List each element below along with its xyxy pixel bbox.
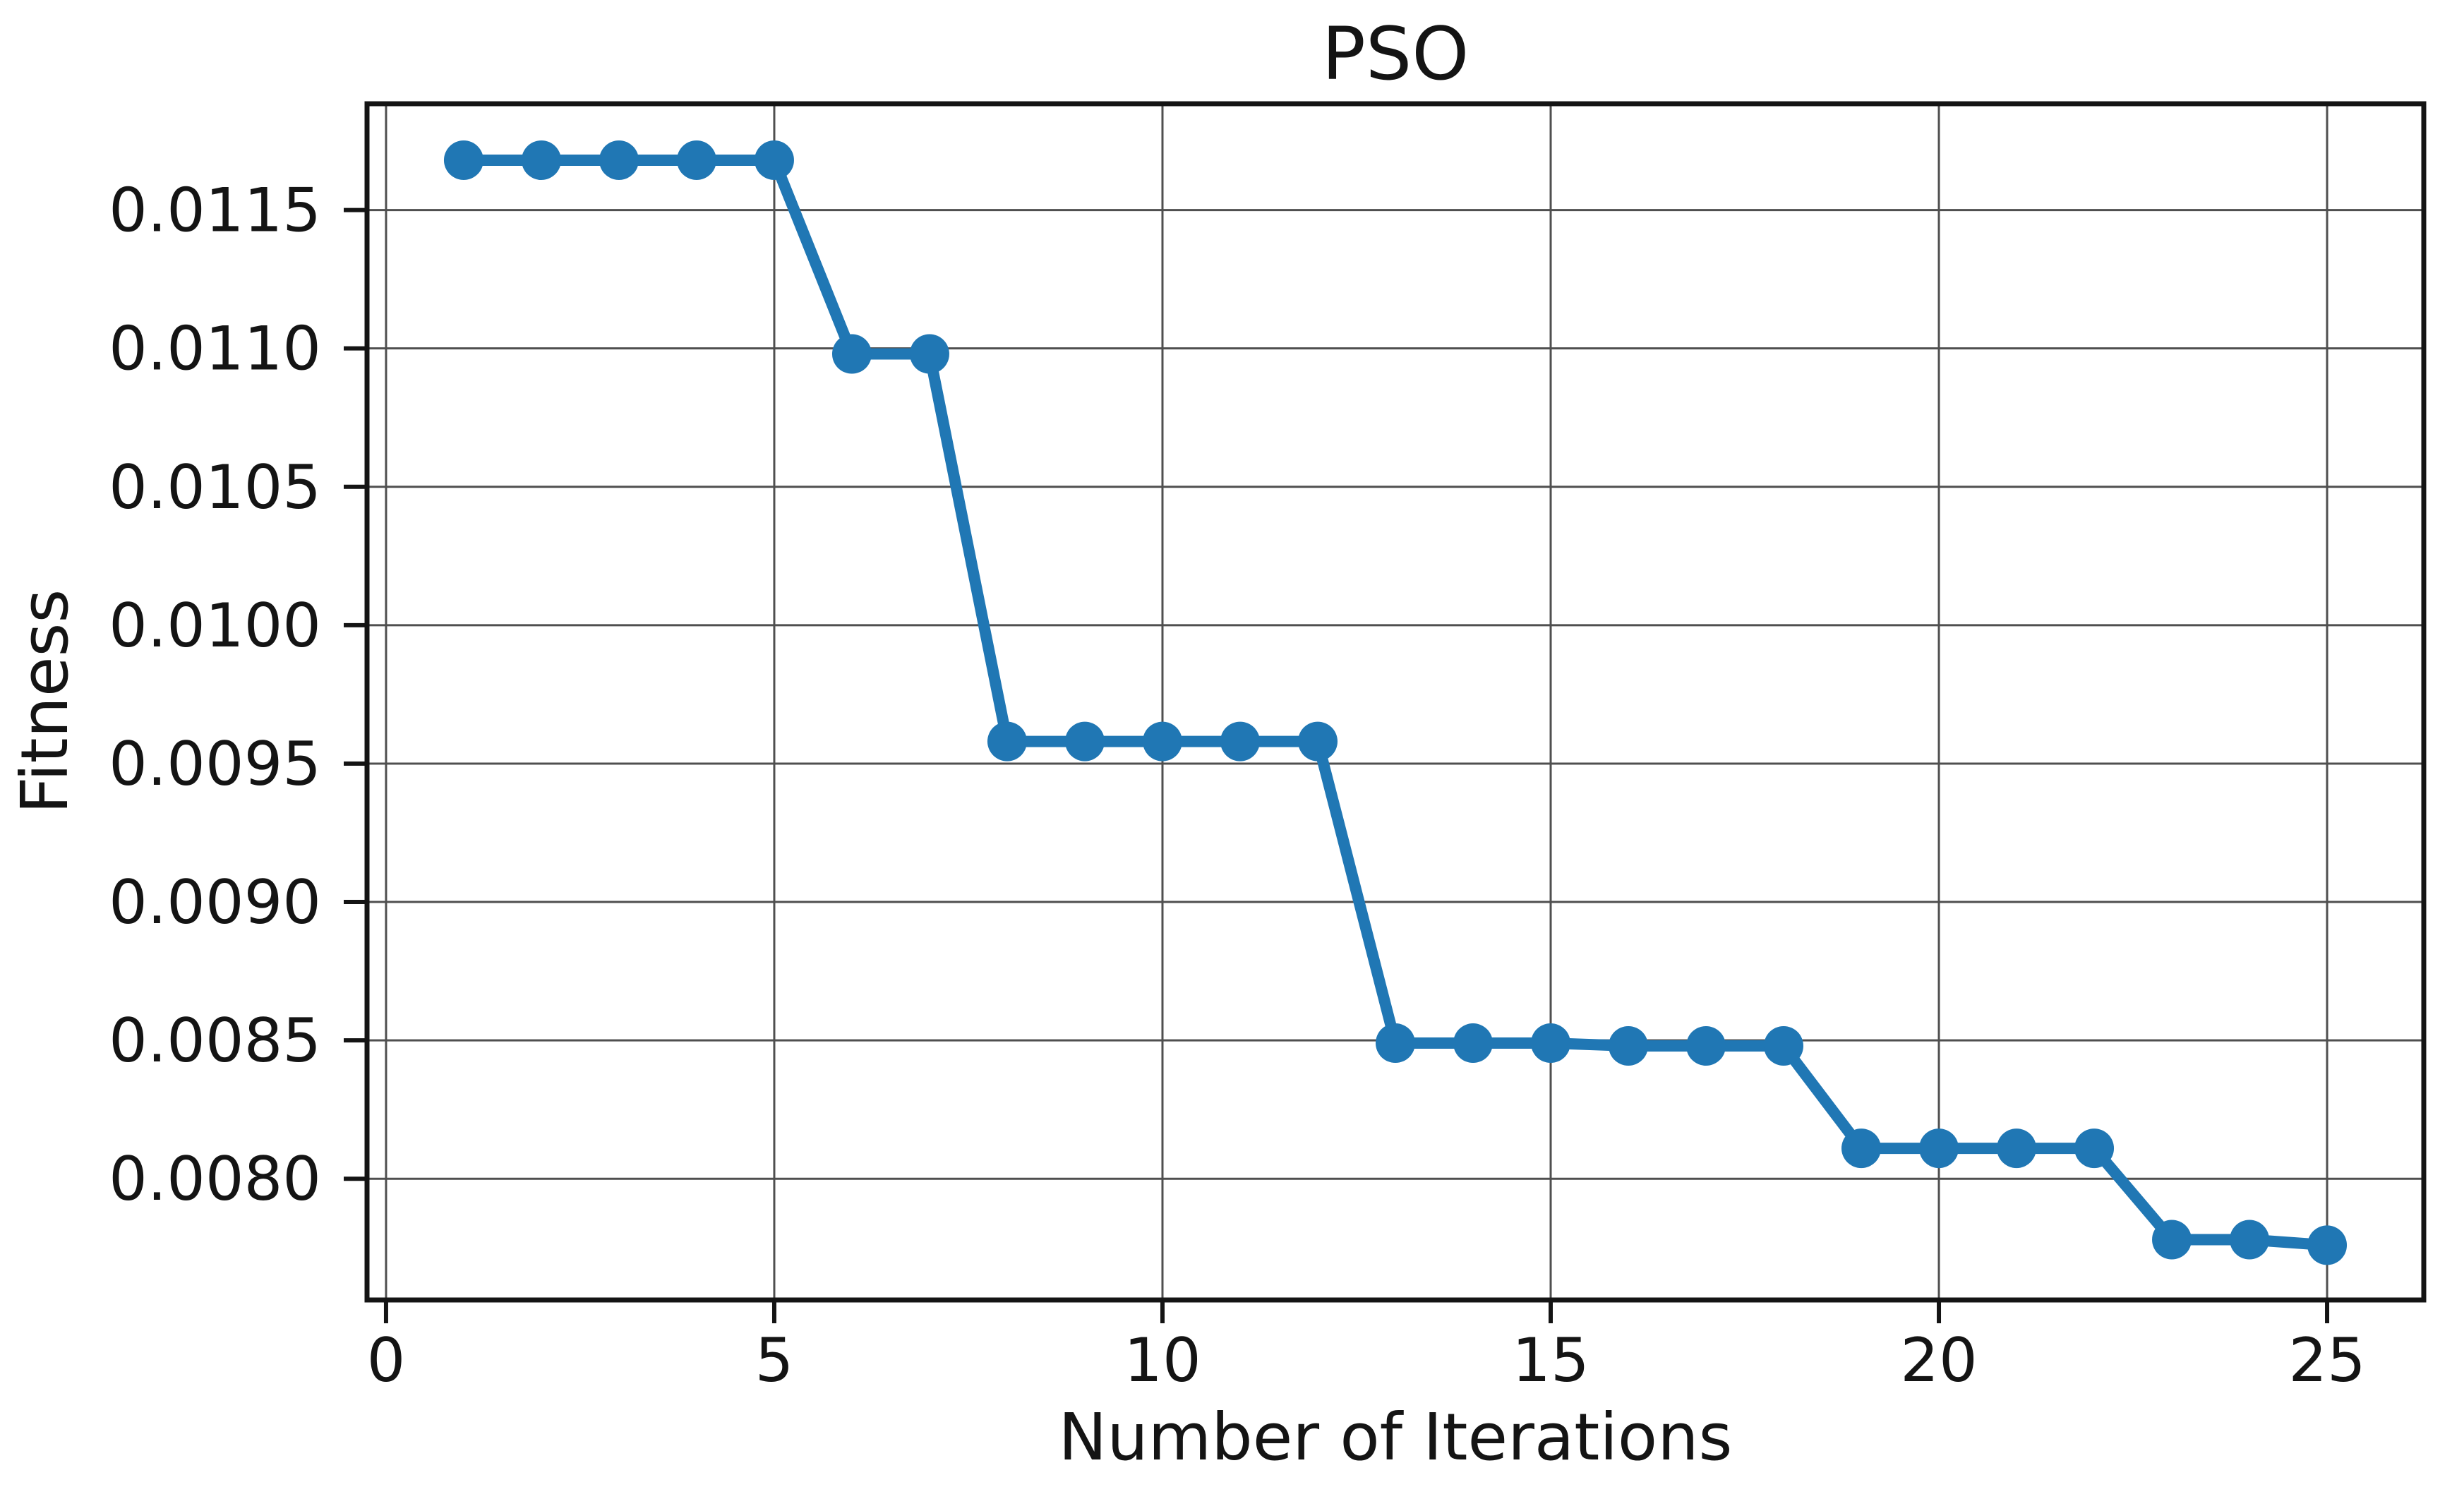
- data-point-marker: [1376, 1023, 1415, 1064]
- data-point-marker: [521, 140, 561, 181]
- plot-background: [367, 104, 2424, 1300]
- x-tick-label: 25: [2288, 1325, 2365, 1396]
- y-tick-label: 0.0085: [109, 1006, 321, 1076]
- y-axis-label: Fitness: [7, 589, 83, 814]
- chart-title: PSO: [1322, 12, 1470, 97]
- y-tick-label: 0.0080: [109, 1144, 321, 1215]
- axes-spines: [364, 101, 2427, 1303]
- x-tick-label: 5: [755, 1325, 794, 1396]
- y-tick-label: 0.0090: [109, 867, 321, 938]
- data-point-marker: [909, 334, 949, 374]
- data-point-marker: [676, 140, 716, 181]
- data-point-marker: [599, 140, 639, 181]
- tick-layer: [344, 207, 2330, 1323]
- y-tick-label: 0.0105: [109, 452, 321, 523]
- data-point-marker: [2307, 1225, 2348, 1265]
- data-point-marker: [1764, 1025, 1804, 1066]
- data-point-marker: [1841, 1128, 1882, 1169]
- data-point-marker: [1531, 1023, 1571, 1064]
- y-tick-label: 0.0095: [109, 729, 321, 800]
- data-point-marker: [2152, 1220, 2192, 1260]
- data-point-marker: [1609, 1025, 1649, 1066]
- data-point-marker: [443, 140, 483, 181]
- data-point-marker: [1919, 1128, 1959, 1169]
- y-tick-label: 0.0115: [109, 176, 321, 246]
- data-point-marker: [1686, 1025, 1726, 1066]
- x-tick-label: 15: [1512, 1325, 1589, 1396]
- data-point-marker: [2230, 1220, 2270, 1260]
- data-point-marker: [1220, 721, 1260, 761]
- data-point-marker: [987, 721, 1027, 761]
- data-point-marker: [831, 334, 872, 374]
- x-tick-label: 0: [367, 1325, 406, 1396]
- x-axis-label: Number of Iterations: [1059, 1399, 1733, 1475]
- data-point-marker: [754, 140, 794, 181]
- data-point-marker: [1297, 721, 1338, 761]
- tick-label-layer: 0 5 10 15 20 25 0.0115 0.0110 0.0105 0.0100 0.0095…: [109, 176, 2366, 1396]
- x-tick-label: 10: [1124, 1325, 1201, 1396]
- data-series-layer: [443, 140, 2348, 1265]
- data-point-marker: [1997, 1128, 2037, 1169]
- y-tick-label: 0.0100: [109, 591, 321, 661]
- data-point-marker: [1453, 1023, 1494, 1064]
- x-tick-label: 20: [1900, 1325, 1977, 1396]
- y-tick-label: 0.0110: [109, 314, 321, 385]
- data-point-marker: [1064, 721, 1105, 761]
- data-point-marker: [2074, 1128, 2115, 1169]
- data-point-marker: [1142, 721, 1182, 761]
